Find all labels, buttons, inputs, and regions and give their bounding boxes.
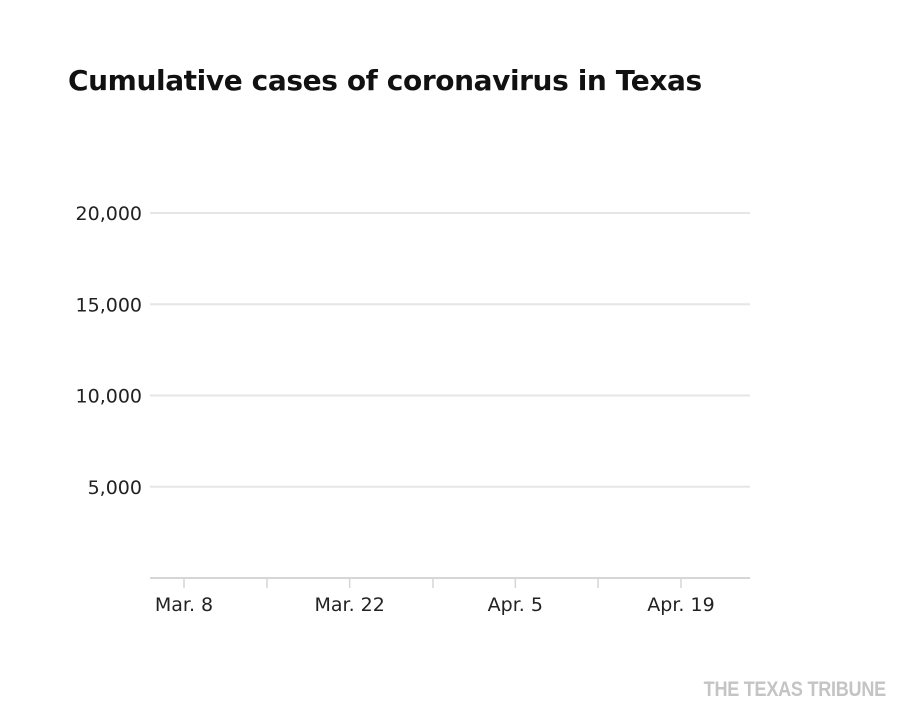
publisher-credit: THE TEXAS TRIBUNE: [703, 678, 887, 701]
x-tick-label: Mar. 22: [314, 594, 384, 616]
y-tick-label: 20,000: [76, 203, 142, 225]
x-tick-label: Apr. 19: [647, 594, 714, 616]
y-tick-label: 15,000: [76, 294, 142, 316]
y-tick-label: 10,000: [76, 386, 142, 408]
x-tick-label: Apr. 5: [488, 594, 543, 616]
y-tick-label: 5,000: [88, 477, 142, 499]
chart-title: Cumulative cases of coronavirus in Texas: [68, 64, 702, 97]
x-tick-label: Mar. 8: [155, 594, 213, 616]
